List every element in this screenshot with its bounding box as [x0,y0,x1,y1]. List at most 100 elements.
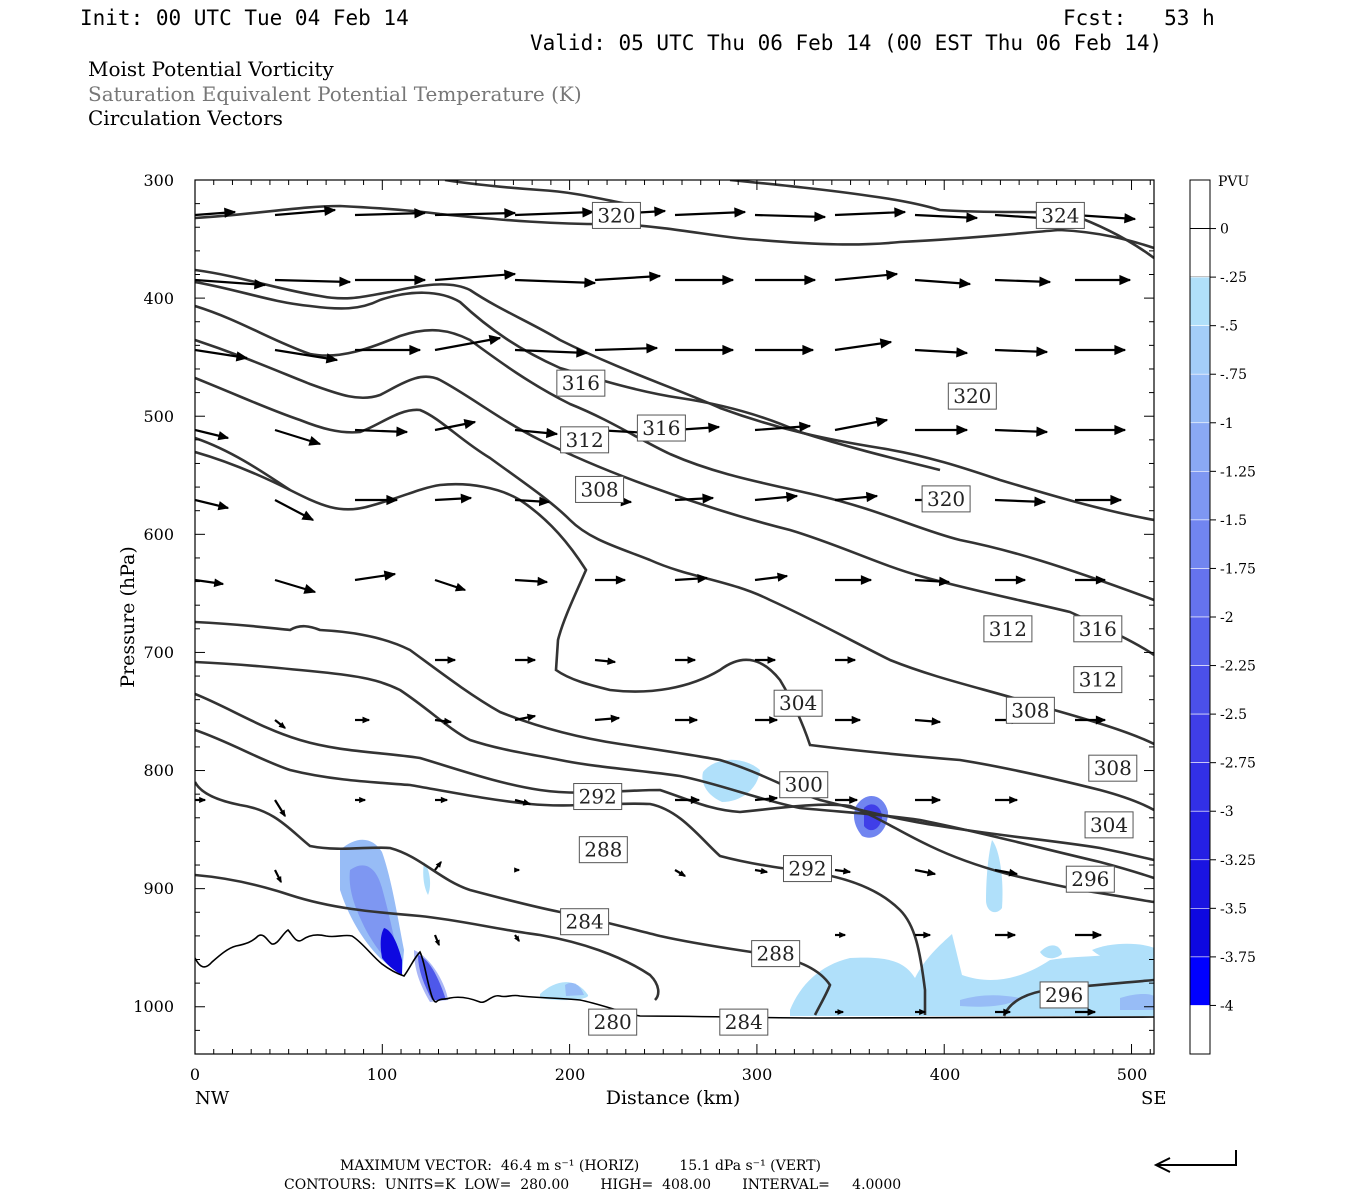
contour-label: 308 [1011,698,1049,722]
contour-label: 320 [953,384,991,408]
pv-blob [423,862,431,895]
contour-label-box [588,1008,638,1036]
colorbar-segment [1189,956,1211,1006]
vector-head [938,576,951,587]
vector-head [1036,426,1049,437]
contour-label: 292 [788,857,826,881]
y-axis-title: Pressure (hPa) [117,546,139,688]
colorbar-segment [1189,325,1211,375]
colorbar-segment [1189,616,1211,666]
colorbar-segment [1189,908,1211,958]
contour-label-box [947,382,997,410]
vector-head [1124,213,1137,224]
x-tick-label: 100 [367,1065,398,1084]
vector-shaft [674,210,746,217]
plot-frame [194,179,1155,1055]
vector-head [879,338,893,349]
contour-label-box [591,201,641,229]
vector-head [1114,344,1127,356]
vector-head [860,575,873,585]
vector-head [235,351,249,362]
vector-head [649,271,662,282]
x-tick-label: 0 [190,1065,200,1084]
vector-head [678,870,687,877]
contour-label-box [1084,811,1134,839]
colorbar-label: -1.75 [1220,561,1256,577]
vector-head [1039,276,1052,287]
vector-shaft [434,272,516,282]
contour-label: 316 [642,416,680,440]
vector-head [966,212,979,223]
vector-head [308,435,322,446]
colorbar-segment [1189,276,1211,326]
colorbar-segment [1189,471,1211,521]
contour-label: 312 [989,617,1027,641]
contour-label: 292 [579,785,617,809]
vector-head [454,582,467,592]
contour-label: 284 [725,1010,763,1034]
contour-label-box [578,836,628,864]
vector-head [1036,346,1049,357]
vector-head [325,353,339,364]
vector-head [199,796,207,804]
vector-shaft [514,278,596,285]
pv-blob [414,950,448,1002]
contour-label: 288 [757,942,795,966]
colorbar-label: -1.5 [1220,513,1247,529]
y-tick-label: 800 [143,761,174,780]
colorbar-label: -.75 [1220,367,1247,383]
contour-label-box [921,485,971,513]
vector-head [894,207,907,218]
y-tick-label: 600 [143,525,174,544]
vector-shaft [754,213,826,219]
vector-head [767,656,777,664]
vector-head [1003,1008,1012,1016]
vector-head [440,796,449,804]
contour-label-box [1073,615,1123,643]
contour-label: 320 [597,203,635,227]
x-tick-label: 500 [1117,1065,1148,1084]
vector-head [607,657,617,666]
vector-head [584,277,597,288]
vector-shaft [514,348,588,355]
vector-head [527,656,537,664]
vector-head [697,573,709,584]
vector-head [923,931,932,939]
vector-head [610,714,621,723]
vector-head [463,419,477,430]
vector-head [839,931,847,939]
contour-label: 312 [566,428,604,452]
contour-label-box [779,771,829,799]
colorbar-label: -3.25 [1220,853,1256,869]
vector-head [434,939,440,947]
vector-head [526,713,537,722]
vector-head [734,207,747,218]
pv-blob [380,928,402,975]
reference-vector-arrow [1158,1150,1237,1166]
vector-head [383,570,397,581]
vector-head [777,572,789,582]
contour-label: 300 [785,773,823,797]
max-vector-note: MAXIMUM VECTOR: 46.4 m s⁻¹ (HORIZ) 15.1 … [340,1158,822,1174]
vector-shaft [354,211,426,217]
vector-head [217,431,230,441]
vector-head [1095,575,1107,585]
vector-shaft [834,210,906,217]
contour-line [195,376,1154,746]
colorbar-segment [1189,810,1211,861]
contour-label-box [719,1008,769,1036]
contour-label: 316 [562,371,600,395]
colorbar-label: -3 [1220,804,1234,820]
field-title-mpv: Moist Potential Vorticity [88,57,334,81]
vector-head [1095,715,1107,725]
x-tick-label: 400 [930,1065,961,1084]
vector-head [1007,931,1017,939]
vector-head [956,347,969,358]
vector-head [396,426,409,437]
vector-head [504,208,517,219]
vector-head [689,716,699,724]
contour-label: 312 [1079,668,1117,692]
colorbar-segment [1189,373,1211,424]
axis-ticks [194,179,1154,1055]
colorbar-label: -.25 [1220,270,1247,286]
